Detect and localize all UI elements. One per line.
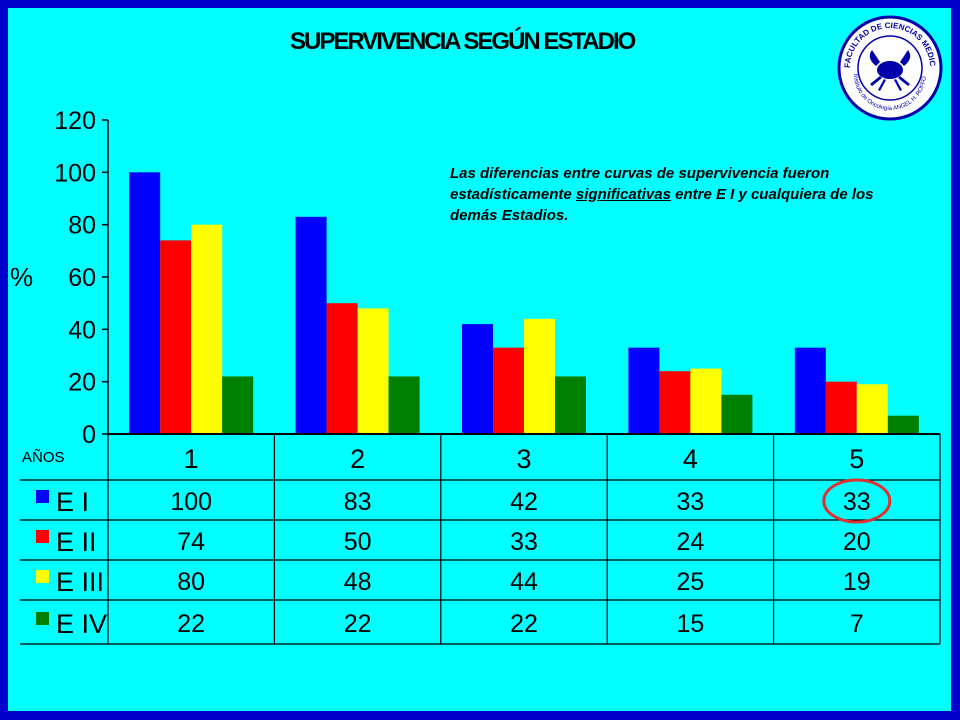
data-label: 33 — [676, 488, 704, 516]
data-label: 74 — [177, 528, 205, 556]
data-label: 44 — [510, 568, 538, 596]
y-tick-label: 120 — [54, 107, 96, 135]
data-label: 83 — [344, 488, 372, 516]
bar — [129, 172, 161, 435]
bar — [555, 376, 586, 434]
bar — [462, 324, 493, 434]
legend-label: E II — [56, 527, 97, 557]
data-label: 7 — [850, 610, 864, 638]
data-label: 22 — [177, 610, 205, 638]
note-text: Las diferencias entre curvas de superviv… — [450, 163, 900, 226]
bar — [326, 303, 358, 434]
bar — [160, 240, 192, 434]
data-label: 33 — [510, 528, 538, 556]
x-tick-label: 4 — [683, 444, 698, 474]
crab-emblem-icon — [869, 50, 911, 91]
bar — [493, 347, 524, 434]
data-label: 22 — [344, 610, 372, 638]
x-tick-label: 3 — [516, 444, 531, 474]
bar — [295, 216, 327, 434]
bar — [856, 384, 888, 434]
x-tick-label: 5 — [849, 444, 864, 474]
y-tick-label: 60 — [68, 264, 96, 292]
data-label: 24 — [676, 528, 704, 556]
data-label: 48 — [344, 568, 372, 596]
data-label: 22 — [510, 610, 538, 638]
y-tick-label: 80 — [68, 212, 96, 240]
bar — [690, 368, 722, 434]
legend-label: E IV — [56, 609, 107, 639]
bar — [659, 371, 691, 434]
faculty-seal-logo: FACULTAD DE CIENCIAS MEDICAS Instituto d… — [836, 14, 943, 121]
bar — [825, 381, 857, 434]
y-tick-label: 100 — [54, 159, 96, 187]
legend-swatch — [36, 570, 49, 583]
legend-swatch — [36, 530, 49, 543]
data-label: 25 — [676, 568, 704, 596]
x-tick-label: 1 — [184, 444, 199, 474]
note-part2: entre E I y cualquiera de los demás Esta… — [450, 186, 874, 224]
legend-label: E I — [56, 487, 89, 517]
y-tick-label: 0 — [82, 421, 96, 449]
data-label: 100 — [170, 488, 212, 516]
bar — [721, 394, 753, 434]
note-part1: Las diferencias entre curvas de superviv… — [450, 165, 830, 203]
y-tick-label: 40 — [68, 316, 96, 344]
note-underlined: significativas — [575, 186, 671, 203]
bar — [794, 347, 826, 434]
legend-label: E III — [56, 567, 104, 597]
bar — [887, 415, 919, 434]
bar — [628, 347, 660, 434]
data-label: 80 — [177, 568, 205, 596]
bar — [222, 376, 254, 434]
data-label: 19 — [843, 568, 871, 596]
data-label: 50 — [344, 528, 372, 556]
x-tick-label: 2 — [350, 444, 365, 474]
table-row-header: AÑOS — [22, 449, 65, 466]
data-label: 42 — [510, 488, 538, 516]
bar — [357, 308, 389, 434]
data-label: 20 — [843, 528, 871, 556]
bar — [524, 318, 555, 434]
data-label: 15 — [676, 610, 704, 638]
legend-swatch — [36, 612, 49, 625]
data-label: 33 — [843, 488, 871, 516]
chart-title: SUPERVIVENCIA SEGÚN ESTADIO — [290, 28, 636, 55]
y-axis-label: % — [10, 262, 34, 292]
bar — [191, 224, 223, 434]
highlight-circle — [822, 478, 892, 524]
y-tick-label: 20 — [68, 369, 96, 397]
bar — [388, 376, 420, 434]
legend-swatch — [36, 490, 49, 503]
